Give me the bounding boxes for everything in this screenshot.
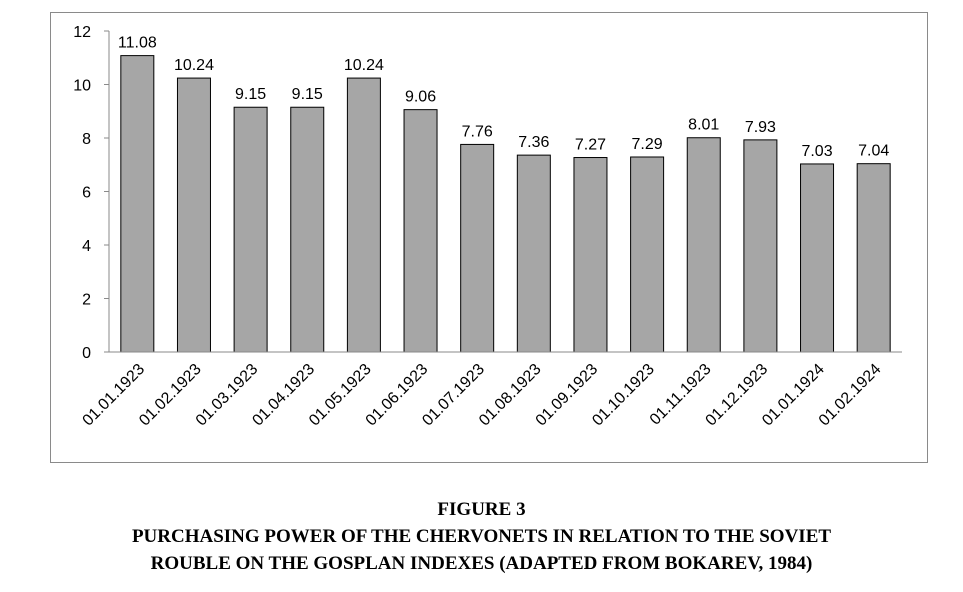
data-label: 9.15 <box>235 86 266 103</box>
caption-line-2: ROUBLE ON THE GOSPLAN INDEXES (ADAPTED F… <box>150 553 813 574</box>
data-label: 7.36 <box>518 134 549 151</box>
bar-01.01.1924 <box>800 163 835 353</box>
data-label: 9.06 <box>405 89 436 106</box>
bar-01.09.1923 <box>573 157 608 353</box>
data-label: 7.27 <box>575 137 606 154</box>
y-tick-label: 10 <box>73 78 91 95</box>
bar-01.08.1923 <box>516 154 551 353</box>
bar-01.02.1924 <box>856 163 891 353</box>
bar-01.10.1923 <box>630 156 665 353</box>
bar-chart: 0 2 4 6 8 10 12 11.08 10.24 9.15 9.15 10.24 9.06 7.76… <box>73 24 902 430</box>
figure-label: FIGURE 3 <box>437 499 526 520</box>
bar-01.06.1923 <box>403 109 438 353</box>
data-label: 9.15 <box>292 86 323 103</box>
bar-01.11.1923 <box>686 137 721 353</box>
bar-01.07.1923 <box>460 143 495 353</box>
y-tick-label: 8 <box>82 131 91 148</box>
data-label: 7.03 <box>801 143 832 160</box>
data-label: 10.24 <box>174 57 214 74</box>
y-tick-label: 0 <box>82 345 91 362</box>
data-label: 10.24 <box>344 57 384 74</box>
bar-01.04.1923 <box>290 106 325 353</box>
y-tick-label: 4 <box>82 238 91 255</box>
bar-01.01.1923 <box>120 55 155 353</box>
caption-line-1: PURCHASING POWER OF THE CHERVONETS IN RE… <box>131 526 832 547</box>
data-label: 7.76 <box>462 123 493 140</box>
data-label: 7.04 <box>858 143 889 160</box>
data-label: 11.08 <box>118 35 157 52</box>
x-tick-label: 01.10.1923 <box>589 361 658 430</box>
data-label: 7.29 <box>632 136 663 153</box>
bar-01.02.1923 <box>176 77 211 353</box>
y-tick-label: 2 <box>82 292 91 309</box>
bar-01.05.1923 <box>346 77 381 353</box>
bar-01.03.1923 <box>233 106 268 353</box>
y-tick-label: 6 <box>82 185 91 202</box>
y-tick-label: 12 <box>73 24 91 41</box>
x-tick-label: 01.02.1924 <box>816 361 885 430</box>
data-label: 7.93 <box>745 119 776 136</box>
data-label: 8.01 <box>688 117 719 134</box>
bar-01.12.1923 <box>743 139 778 353</box>
